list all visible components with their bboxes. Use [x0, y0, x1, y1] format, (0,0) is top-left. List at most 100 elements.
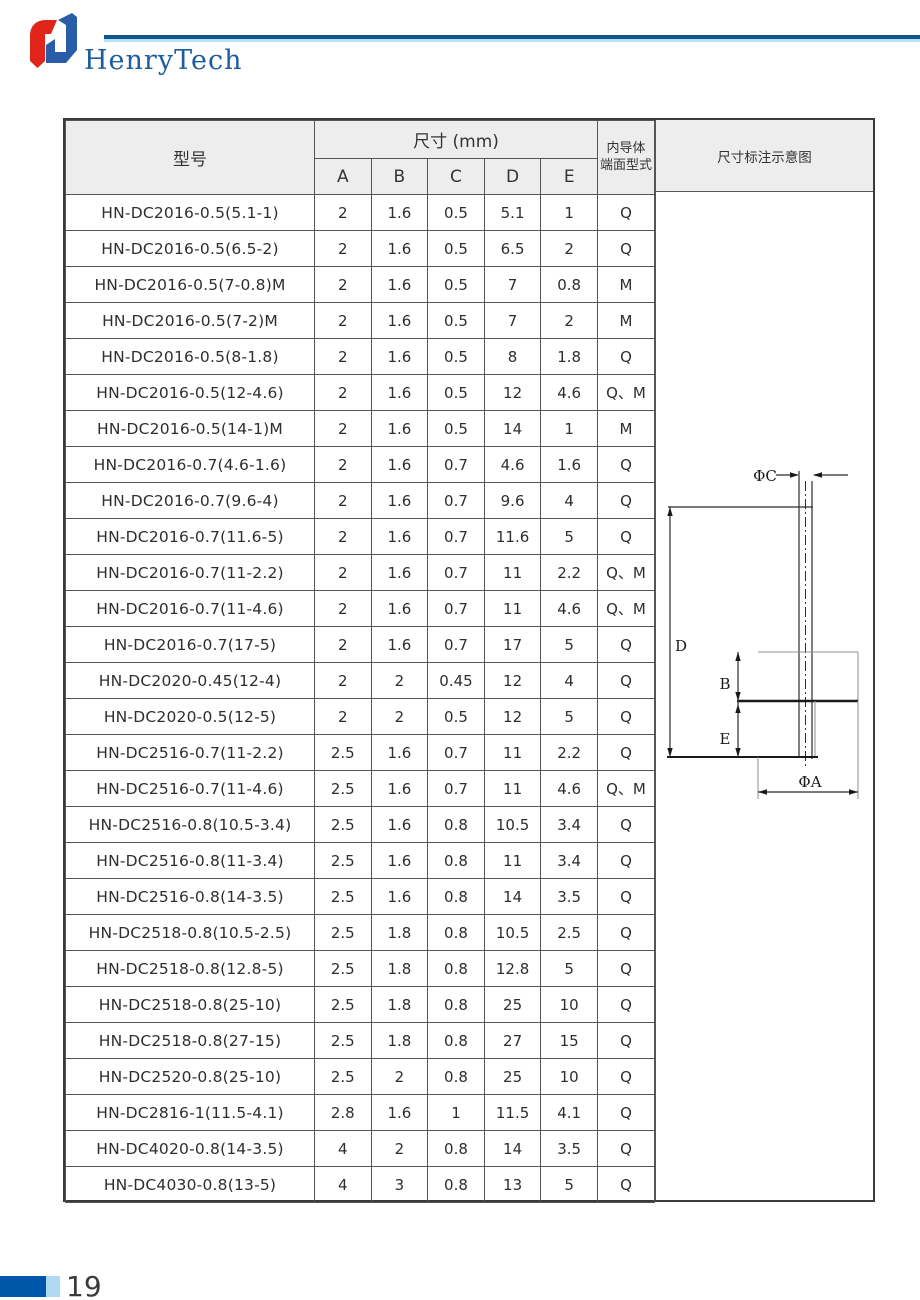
- dim-b-cell: 1.8: [370, 1022, 429, 1059]
- logo-blue-shape: [46, 13, 77, 63]
- conductor-type-cell: M: [597, 302, 655, 339]
- dim-e-cell: 5: [540, 626, 598, 663]
- dim-c-cell: 1: [427, 1094, 485, 1131]
- header-col-a: A: [314, 158, 372, 195]
- dim-d-cell: 25: [483, 986, 542, 1023]
- conductor-type-cell: Q: [597, 338, 655, 375]
- model-cell: HN-DC2516-0.7(11-4.6): [65, 770, 315, 807]
- header-diagram: 尺寸标注示意图: [656, 120, 873, 192]
- dim-c-cell: 0.7: [427, 446, 485, 483]
- dim-c-cell: 0.8: [427, 806, 485, 843]
- dim-d-cell: 11: [483, 590, 542, 627]
- dim-e-cell: 4.6: [540, 374, 598, 411]
- dim-a-cell: 2: [314, 338, 372, 375]
- spec-table: 型号 尺寸 (mm) 内导体 端面型式 A B C D E HN-DC2016-…: [63, 118, 875, 1203]
- table-row: HN-DC2016-0.7(4.6-1.6) 2 1.6 0.7 4.6 1.6 Q: [65, 446, 655, 483]
- logo-red-shape: [30, 20, 57, 68]
- dim-d-cell: 6.5: [483, 230, 542, 267]
- dim-e-cell: 2.5: [540, 914, 598, 951]
- model-cell: HN-DC2016-0.7(11-4.6): [65, 590, 315, 627]
- dim-e-cell: 10: [540, 1058, 598, 1095]
- table-row: HN-DC2020-0.45(12-4) 2 2 0.45 12 4 Q: [65, 662, 655, 699]
- conductor-type-cell: Q、M: [597, 770, 655, 807]
- label-e: E: [720, 730, 731, 748]
- label-phi-a: ΦA: [798, 773, 821, 791]
- dim-e-cell: 15: [540, 1022, 598, 1059]
- dim-b-cell: 2: [370, 1058, 429, 1095]
- dim-d-cell: 11.5: [483, 1094, 542, 1131]
- header-col-e: E: [540, 158, 598, 195]
- dim-c-cell: 0.7: [427, 626, 485, 663]
- dim-e-cell: 0.8: [540, 266, 598, 303]
- table-row: HN-DC2016-0.7(11-2.2) 2 1.6 0.7 11 2.2 Q、M: [65, 554, 655, 591]
- table-row: HN-DC2516-0.8(10.5-3.4) 2.5 1.6 0.8 10.5 3.4 Q: [65, 806, 655, 843]
- table-row: HN-DC2520-0.8(25-10) 2.5 2 0.8 25 10 Q: [65, 1058, 655, 1095]
- dim-c-cell: 0.8: [427, 1130, 485, 1167]
- model-cell: HN-DC2516-0.8(14-3.5): [65, 878, 315, 915]
- model-cell: HN-DC2016-0.7(17-5): [65, 626, 315, 663]
- model-cell: HN-DC2016-0.5(5.1-1): [65, 194, 315, 231]
- table-row: HN-DC2516-0.8(14-3.5) 2.5 1.6 0.8 14 3.5 Q: [65, 878, 655, 915]
- dim-e-cell: 3.5: [540, 878, 598, 915]
- table-row: HN-DC2516-0.7(11-2.2) 2.5 1.6 0.7 11 2.2 Q: [65, 734, 655, 771]
- dim-a-cell: 2.8: [314, 1094, 372, 1131]
- conductor-type-cell: Q: [597, 878, 655, 915]
- model-cell: HN-DC2518-0.8(27-15): [65, 1022, 315, 1059]
- dim-c-cell: 0.8: [427, 914, 485, 951]
- dim-b-cell: 2: [370, 1130, 429, 1167]
- dim-d-cell: 7: [483, 266, 542, 303]
- dim-c-cell: 0.8: [427, 950, 485, 987]
- dim-a-cell: 2.5: [314, 986, 372, 1023]
- header-conductor-line1: 内导体: [606, 140, 646, 156]
- dim-b-cell: 1.6: [370, 734, 429, 771]
- dim-c-cell: 0.5: [427, 374, 485, 411]
- dim-b-cell: 1.6: [370, 554, 429, 591]
- model-cell: HN-DC2518-0.8(25-10): [65, 986, 315, 1023]
- dim-c-cell: 0.5: [427, 698, 485, 735]
- dim-d-cell: 27: [483, 1022, 542, 1059]
- dim-e-cell: 2: [540, 230, 598, 267]
- dim-d-cell: 14: [483, 1130, 542, 1167]
- dim-b-cell: 1.8: [370, 950, 429, 987]
- table-row: HN-DC2518-0.8(12.8-5) 2.5 1.8 0.8 12.8 5 Q: [65, 950, 655, 987]
- page-number: 19: [66, 1270, 102, 1300]
- dim-e-cell: 2: [540, 302, 598, 339]
- dim-c-cell: 0.7: [427, 770, 485, 807]
- conductor-type-cell: Q、M: [597, 374, 655, 411]
- dim-b-cell: 1.6: [370, 590, 429, 627]
- dim-d-cell: 17: [483, 626, 542, 663]
- dim-a-cell: 2: [314, 374, 372, 411]
- dim-d-cell: 5.1: [483, 194, 542, 231]
- header-rule-dark: [104, 35, 920, 39]
- dim-a-cell: 2: [314, 518, 372, 555]
- table-row: HN-DC2016-0.5(5.1-1) 2 1.6 0.5 5.1 1 Q: [65, 194, 655, 231]
- dim-e-cell: 2.2: [540, 554, 598, 591]
- dim-c-cell: 0.8: [427, 1022, 485, 1059]
- dim-b-cell: 1.6: [370, 338, 429, 375]
- dim-e-cell: 5: [540, 698, 598, 735]
- conductor-type-cell: Q: [597, 842, 655, 879]
- dimension-diagram: ΦC D: [656, 192, 873, 1199]
- dim-c-cell: 0.7: [427, 518, 485, 555]
- dim-a-cell: 2: [314, 482, 372, 519]
- conductor-type-cell: M: [597, 410, 655, 447]
- table-row: HN-DC2016-0.5(14-1)M 2 1.6 0.5 14 1 M: [65, 410, 655, 447]
- header-size-group: 尺寸 (mm): [314, 120, 598, 159]
- dim-b-cell: 1.6: [370, 770, 429, 807]
- table-row: HN-DC2016-0.7(11-4.6) 2 1.6 0.7 11 4.6 Q、M: [65, 590, 655, 627]
- dim-e-cell: 1.6: [540, 446, 598, 483]
- table-row: HN-DC2516-0.8(11-3.4) 2.5 1.6 0.8 11 3.4 Q: [65, 842, 655, 879]
- conductor-type-cell: Q: [597, 518, 655, 555]
- header-col-d: D: [483, 158, 542, 195]
- conductor-type-cell: Q: [597, 1058, 655, 1095]
- dim-c-cell: 0.5: [427, 302, 485, 339]
- dim-c-cell: 0.7: [427, 734, 485, 771]
- dim-b-cell: 1.6: [370, 374, 429, 411]
- dim-d-cell: 14: [483, 878, 542, 915]
- dim-c-cell: 0.5: [427, 410, 485, 447]
- dim-c-cell: 0.8: [427, 1166, 485, 1203]
- header-rule-light: [104, 39, 920, 42]
- model-cell: HN-DC2020-0.45(12-4): [65, 662, 315, 699]
- dim-e-cell: 1.8: [540, 338, 598, 375]
